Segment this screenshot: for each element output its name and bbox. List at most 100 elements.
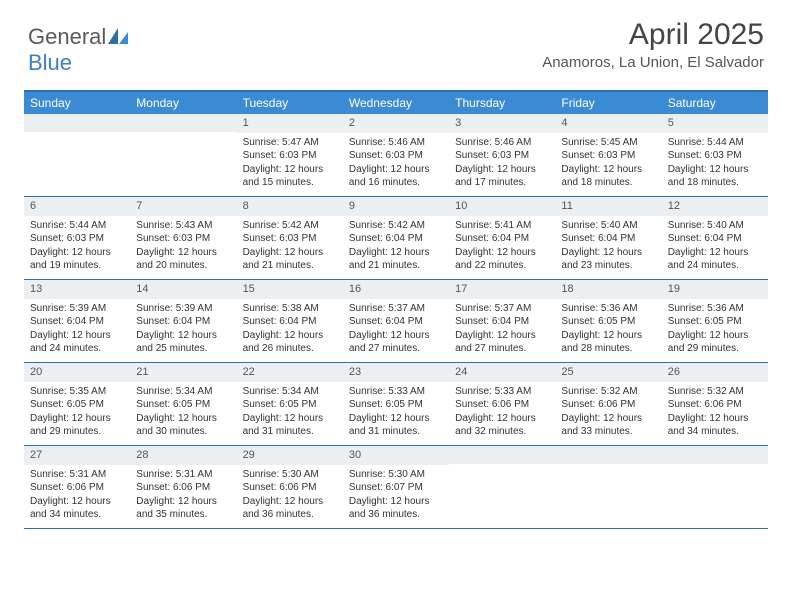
day-number: 9: [343, 197, 449, 216]
daylight-text: Daylight: 12 hours and 31 minutes.: [243, 412, 337, 439]
sunset-text: Sunset: 6:04 PM: [561, 232, 655, 246]
sunrise-text: Sunrise: 5:30 AM: [243, 468, 337, 482]
day-cell: 24Sunrise: 5:33 AMSunset: 6:06 PMDayligh…: [449, 363, 555, 445]
sunrise-text: Sunrise: 5:42 AM: [243, 219, 337, 233]
sunset-text: Sunset: 6:05 PM: [561, 315, 655, 329]
day-cell: 13Sunrise: 5:39 AMSunset: 6:04 PMDayligh…: [24, 280, 130, 362]
day-cell: 20Sunrise: 5:35 AMSunset: 6:05 PMDayligh…: [24, 363, 130, 445]
daylight-text: Daylight: 12 hours and 35 minutes.: [136, 495, 230, 522]
day-cell: 16Sunrise: 5:37 AMSunset: 6:04 PMDayligh…: [343, 280, 449, 362]
day-number: 26: [662, 363, 768, 382]
day-body: Sunrise: 5:46 AMSunset: 6:03 PMDaylight:…: [449, 133, 555, 196]
sunset-text: Sunset: 6:05 PM: [349, 398, 443, 412]
day-body: Sunrise: 5:42 AMSunset: 6:03 PMDaylight:…: [237, 216, 343, 279]
sunrise-text: Sunrise: 5:32 AM: [668, 385, 762, 399]
sunset-text: Sunset: 6:05 PM: [668, 315, 762, 329]
day-body: Sunrise: 5:44 AMSunset: 6:03 PMDaylight:…: [662, 133, 768, 196]
sunset-text: Sunset: 6:06 PM: [136, 481, 230, 495]
location-subtitle: Anamoros, La Union, El Salvador: [542, 54, 764, 71]
sunrise-text: Sunrise: 5:40 AM: [561, 219, 655, 233]
week-row: 20Sunrise: 5:35 AMSunset: 6:05 PMDayligh…: [24, 363, 768, 446]
day-body: Sunrise: 5:33 AMSunset: 6:05 PMDaylight:…: [343, 382, 449, 445]
sunrise-text: Sunrise: 5:31 AM: [136, 468, 230, 482]
day-number: [24, 114, 130, 132]
daylight-text: Daylight: 12 hours and 30 minutes.: [136, 412, 230, 439]
sunset-text: Sunset: 6:03 PM: [668, 149, 762, 163]
brand-part1: General: [28, 24, 106, 49]
day-cell: 27Sunrise: 5:31 AMSunset: 6:06 PMDayligh…: [24, 446, 130, 528]
day-body: Sunrise: 5:38 AMSunset: 6:04 PMDaylight:…: [237, 299, 343, 362]
sunrise-text: Sunrise: 5:45 AM: [561, 136, 655, 150]
sunrise-text: Sunrise: 5:34 AM: [243, 385, 337, 399]
day-number: [555, 446, 661, 464]
day-body: Sunrise: 5:39 AMSunset: 6:04 PMDaylight:…: [24, 299, 130, 362]
day-number: 27: [24, 446, 130, 465]
day-number: 2: [343, 114, 449, 133]
dow-sunday: Sunday: [24, 92, 130, 114]
day-number: 12: [662, 197, 768, 216]
daylight-text: Daylight: 12 hours and 27 minutes.: [349, 329, 443, 356]
sunrise-text: Sunrise: 5:47 AM: [243, 136, 337, 150]
day-number: 10: [449, 197, 555, 216]
daylight-text: Daylight: 12 hours and 20 minutes.: [136, 246, 230, 273]
daylight-text: Daylight: 12 hours and 24 minutes.: [668, 246, 762, 273]
brand-logo: General Blue: [28, 24, 128, 76]
sunset-text: Sunset: 6:06 PM: [561, 398, 655, 412]
day-number: 7: [130, 197, 236, 216]
dow-monday: Monday: [130, 92, 236, 114]
daylight-text: Daylight: 12 hours and 28 minutes.: [561, 329, 655, 356]
day-body: Sunrise: 5:40 AMSunset: 6:04 PMDaylight:…: [662, 216, 768, 279]
day-cell: [555, 446, 661, 528]
dow-saturday: Saturday: [662, 92, 768, 114]
day-body: Sunrise: 5:39 AMSunset: 6:04 PMDaylight:…: [130, 299, 236, 362]
sunrise-text: Sunrise: 5:40 AM: [668, 219, 762, 233]
sunrise-text: Sunrise: 5:35 AM: [30, 385, 124, 399]
daylight-text: Daylight: 12 hours and 33 minutes.: [561, 412, 655, 439]
day-number: 5: [662, 114, 768, 133]
week-row: 27Sunrise: 5:31 AMSunset: 6:06 PMDayligh…: [24, 446, 768, 529]
calendar-grid: Sunday Monday Tuesday Wednesday Thursday…: [24, 90, 768, 529]
day-number: 3: [449, 114, 555, 133]
day-number: 23: [343, 363, 449, 382]
sunset-text: Sunset: 6:06 PM: [455, 398, 549, 412]
day-number: [130, 114, 236, 132]
sunset-text: Sunset: 6:06 PM: [243, 481, 337, 495]
sunset-text: Sunset: 6:06 PM: [30, 481, 124, 495]
day-cell: 11Sunrise: 5:40 AMSunset: 6:04 PMDayligh…: [555, 197, 661, 279]
sunset-text: Sunset: 6:03 PM: [349, 149, 443, 163]
daylight-text: Daylight: 12 hours and 19 minutes.: [30, 246, 124, 273]
sunrise-text: Sunrise: 5:39 AM: [30, 302, 124, 316]
dow-thursday: Thursday: [449, 92, 555, 114]
day-cell: 29Sunrise: 5:30 AMSunset: 6:06 PMDayligh…: [237, 446, 343, 528]
daylight-text: Daylight: 12 hours and 18 minutes.: [561, 163, 655, 190]
sunrise-text: Sunrise: 5:44 AM: [668, 136, 762, 150]
daylight-text: Daylight: 12 hours and 21 minutes.: [349, 246, 443, 273]
day-number: 30: [343, 446, 449, 465]
daylight-text: Daylight: 12 hours and 22 minutes.: [455, 246, 549, 273]
daylight-text: Daylight: 12 hours and 31 minutes.: [349, 412, 443, 439]
day-number: 28: [130, 446, 236, 465]
sunset-text: Sunset: 6:04 PM: [349, 315, 443, 329]
day-body: Sunrise: 5:45 AMSunset: 6:03 PMDaylight:…: [555, 133, 661, 196]
sunset-text: Sunset: 6:03 PM: [455, 149, 549, 163]
brand-part2: Blue: [28, 50, 72, 75]
daylight-text: Daylight: 12 hours and 36 minutes.: [349, 495, 443, 522]
sunrise-text: Sunrise: 5:42 AM: [349, 219, 443, 233]
day-number: 16: [343, 280, 449, 299]
day-body: Sunrise: 5:30 AMSunset: 6:06 PMDaylight:…: [237, 465, 343, 528]
sunset-text: Sunset: 6:04 PM: [455, 232, 549, 246]
daylight-text: Daylight: 12 hours and 23 minutes.: [561, 246, 655, 273]
dow-wednesday: Wednesday: [343, 92, 449, 114]
day-cell: 2Sunrise: 5:46 AMSunset: 6:03 PMDaylight…: [343, 114, 449, 196]
day-number: 15: [237, 280, 343, 299]
day-number: 6: [24, 197, 130, 216]
sail-icon: [108, 28, 128, 44]
sunset-text: Sunset: 6:03 PM: [136, 232, 230, 246]
sunrise-text: Sunrise: 5:31 AM: [30, 468, 124, 482]
day-number: 21: [130, 363, 236, 382]
week-row: 6Sunrise: 5:44 AMSunset: 6:03 PMDaylight…: [24, 197, 768, 280]
day-body: Sunrise: 5:35 AMSunset: 6:05 PMDaylight:…: [24, 382, 130, 445]
sunset-text: Sunset: 6:03 PM: [243, 232, 337, 246]
day-cell: [24, 114, 130, 196]
day-number: 25: [555, 363, 661, 382]
